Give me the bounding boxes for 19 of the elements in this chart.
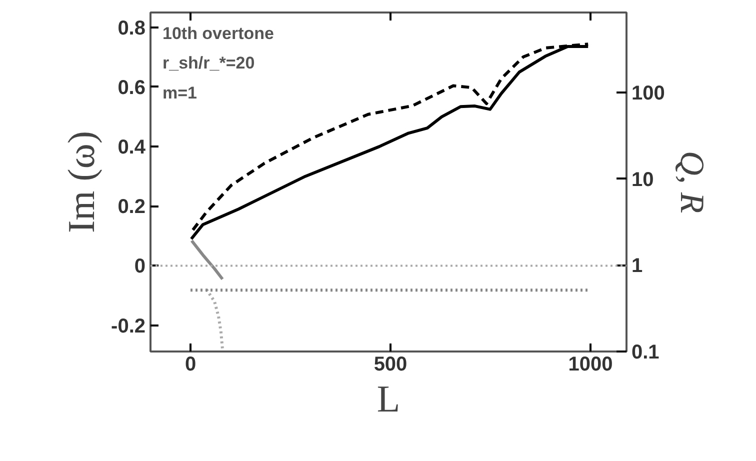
y-tick-label: -0.2 [111, 315, 146, 338]
y-tick-label: 0.8 [118, 17, 146, 40]
y-tick-label: 0.6 [118, 76, 146, 99]
x-axis-title: L [376, 378, 400, 420]
annotation: m=1 [162, 83, 197, 102]
y-tick-label: 0.4 [118, 136, 146, 159]
y-tick-label: 0.2 [118, 196, 146, 218]
y2-tick-label: 0.1 [632, 342, 660, 364]
y2-tick-label: 10 [632, 168, 654, 191]
x-tick-label: 0 [184, 354, 196, 376]
annotation: r_sh/r_*=20 [162, 54, 255, 73]
x-tick-label: 1000 [568, 354, 613, 376]
y2-tick-label: 100 [632, 82, 665, 105]
y2-axis-title: Q, R [672, 150, 710, 214]
y-axis-title: Im (ω) [61, 130, 104, 234]
y2-tick-label: 1 [632, 255, 643, 278]
annotation: 10th overtone [162, 24, 274, 43]
y-tick-label: 0 [134, 256, 146, 278]
x-tick-label: 500 [374, 354, 408, 376]
